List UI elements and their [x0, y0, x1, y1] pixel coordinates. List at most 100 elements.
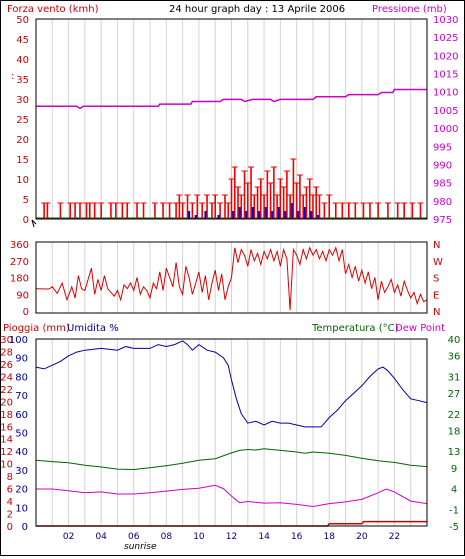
humidity-axis-tick: 100 — [9, 335, 28, 346]
sunrise-label: sunrise — [124, 542, 157, 552]
temperature-axis-tick: 36 — [448, 352, 461, 363]
humidity-axis-tick: 80 — [15, 372, 28, 383]
wind-direction-line — [35, 246, 428, 311]
pressure-line — [36, 88, 427, 110]
pressure-axis-tick: 995 — [433, 142, 452, 153]
rain-axis-tick: 6 — [7, 485, 13, 496]
humidity-temperature-panel: 0102030405060708090100024681012141618202… — [0, 335, 461, 542]
plot-frame — [35, 241, 428, 314]
rain-axis-title: Pioggia (mm) — [3, 323, 70, 334]
humidity-axis-tick: 40 — [15, 447, 28, 458]
compass-tick: N — [433, 307, 440, 318]
wind-axis-tick: 45 — [16, 35, 29, 46]
compass-tick: S — [433, 274, 439, 285]
temperature-axis-title: Temperatura (°C) — [311, 323, 399, 334]
pressure-axis-tick: 990 — [433, 160, 452, 171]
wind-axis-tick: 25 — [16, 115, 29, 126]
compass-tick: E — [433, 290, 439, 301]
hour-tick-label: 20 — [356, 532, 368, 542]
plot-frame — [35, 338, 428, 527]
rain-axis-tick: 10 — [1, 460, 13, 471]
rain-axis-tick: 26 — [1, 360, 13, 371]
humidity-line — [35, 340, 428, 428]
pressure-axis-tick: 1020 — [433, 51, 458, 62]
hour-tick-label: 06 — [128, 532, 140, 542]
humidity-axis-tick: 50 — [15, 429, 28, 440]
temperature-line — [35, 448, 428, 471]
rain-axis-tick: 24 — [1, 372, 13, 383]
temperature-axis-tick: 27 — [448, 389, 461, 400]
humidity-axis-tick: 90 — [15, 354, 28, 365]
graph-title: 24 hour graph day : 13 Aprile 2006 — [169, 4, 345, 15]
temperature-axis-tick: 18 — [448, 426, 461, 437]
humidity-axis-title: Umidita % — [67, 323, 119, 334]
direction-axis-tick: 360 — [10, 240, 29, 251]
pressure-axis-tick: 1030 — [433, 15, 458, 26]
rain-axis-tick: 4 — [7, 497, 13, 508]
compass-tick: W — [433, 257, 443, 268]
wind-axis-title: Forza vento (kmh) — [7, 4, 99, 15]
hour-tick-label: 12 — [226, 532, 237, 542]
temperature-axis-tick: 40 — [448, 335, 461, 346]
rain-axis-tick: 18 — [1, 410, 13, 421]
humidity-axis-tick: 70 — [15, 391, 28, 402]
temperature-axis-tick: -1 — [449, 505, 459, 516]
humidity-axis-tick: 30 — [15, 466, 28, 477]
temperature-axis-tick: -5 — [449, 522, 459, 533]
direction-axis-tick: 0 — [23, 307, 29, 318]
hour-tick-label: 16 — [291, 532, 303, 542]
hour-tick-label: 14 — [258, 532, 270, 542]
rain-axis-tick: 12 — [1, 447, 13, 458]
wind-axis-tick: 20 — [16, 135, 29, 146]
pressure-axis-tick: 1010 — [433, 88, 458, 99]
pressure-axis-tick: 1000 — [433, 124, 458, 135]
rain-axis-tick: 30 — [1, 335, 13, 346]
wind-axis-tick: 35 — [16, 75, 29, 86]
wind-pressure-panel: 0510152025303540455097598098599099510001… — [11, 15, 458, 228]
wind-axis-tick: 0 — [23, 215, 29, 226]
corner-marker — [31, 219, 37, 228]
direction-axis-tick: 90 — [16, 290, 29, 301]
hour-tick-label: 04 — [95, 532, 107, 542]
temperature-axis-tick: 13 — [448, 447, 461, 458]
humidity-axis-tick: 10 — [15, 503, 28, 514]
wind-axis-tick: 50 — [16, 15, 29, 26]
wind-axis-tick: 30 — [16, 95, 29, 106]
direction-axis-tick: 180 — [10, 274, 29, 285]
humidity-axis-tick: 0 — [22, 522, 28, 533]
wind-axis-tick: 40 — [16, 55, 29, 66]
humidity-axis-tick: 60 — [15, 410, 28, 421]
rain-axis-tick: 16 — [1, 422, 13, 433]
pressure-axis-title: Pressione (mb) — [372, 4, 447, 15]
temperature-axis-tick: 4 — [451, 485, 457, 496]
rain-axis-tick: 28 — [1, 347, 13, 358]
dewpoint-line — [36, 484, 428, 508]
pressure-axis-tick: 980 — [433, 197, 452, 208]
hour-tick-label: 02 — [63, 532, 74, 542]
pressure-axis-tick: 1025 — [433, 33, 458, 44]
temperature-axis-tick: 31 — [448, 372, 461, 383]
rain-axis-tick: 8 — [7, 472, 13, 483]
pressure-axis-tick: 975 — [433, 215, 452, 226]
temperature-axis-tick: 9 — [451, 464, 457, 475]
compass-tick: N — [433, 240, 440, 251]
hour-tick-label: 18 — [324, 532, 336, 542]
plot-frame — [35, 18, 428, 220]
wind-axis-tick: 15 — [16, 155, 29, 166]
temperature-axis-tick: 22 — [448, 410, 461, 421]
hour-tick-label: 10 — [193, 532, 205, 542]
hour-tick-label: 08 — [161, 532, 173, 542]
rain-axis-tick: 22 — [1, 385, 13, 396]
direction-axis-tick: 270 — [10, 257, 29, 268]
rain-axis-tick: 0 — [7, 522, 13, 533]
pressure-axis-tick: 1005 — [433, 106, 458, 117]
pressure-axis-tick: 1015 — [433, 70, 458, 81]
pressure-axis-tick: 985 — [433, 179, 452, 190]
dewpoint-axis-title: Dew Point — [395, 323, 445, 334]
wind-axis-marker: : — [11, 71, 14, 82]
rain-axis-tick: 20 — [1, 397, 13, 408]
hour-tick-label: 22 — [389, 532, 400, 542]
wind-axis-tick: 10 — [16, 175, 29, 186]
